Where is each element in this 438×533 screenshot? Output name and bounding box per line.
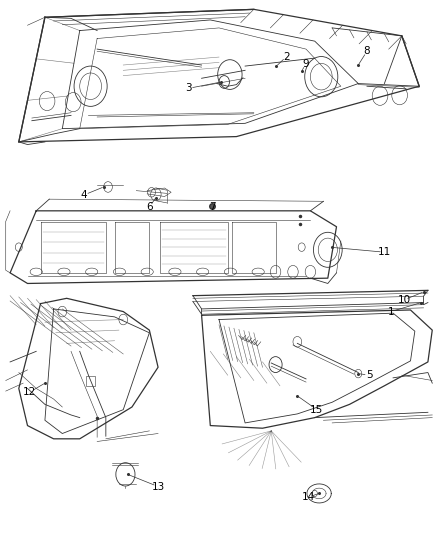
Text: 12: 12 [23, 387, 36, 397]
Text: 5: 5 [366, 370, 372, 380]
Text: 7: 7 [209, 202, 216, 212]
Text: 15: 15 [310, 405, 324, 415]
Text: 4: 4 [81, 190, 88, 200]
Text: 11: 11 [378, 247, 391, 257]
Text: 1: 1 [388, 306, 394, 317]
Text: 3: 3 [185, 83, 192, 93]
Text: 6: 6 [146, 202, 153, 212]
Bar [86, 376, 95, 386]
Text: 10: 10 [397, 295, 410, 305]
Text: 2: 2 [283, 52, 290, 61]
Text: 8: 8 [364, 46, 370, 56]
Text: 14: 14 [302, 492, 315, 502]
Text: 9: 9 [303, 59, 309, 69]
Text: 13: 13 [152, 481, 165, 491]
